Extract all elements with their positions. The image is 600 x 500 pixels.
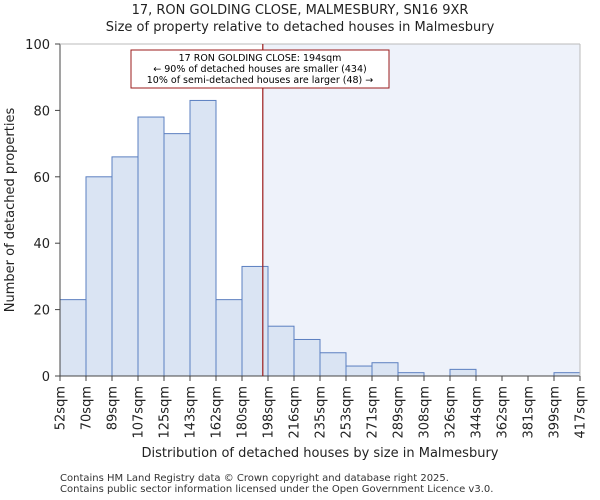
chart-subtitle: Size of property relative to detached ho… xyxy=(105,20,495,35)
annotation-box: 17 RON GOLDING CLOSE: 194sqm ← 90% of de… xyxy=(130,49,390,89)
histogram-bar xyxy=(189,99,217,377)
x-tick-label: 362sqm xyxy=(496,386,511,439)
y-tick-label: 80 xyxy=(33,104,50,119)
histogram-bar xyxy=(85,176,113,377)
y-axis-title: Number of detached properties xyxy=(3,108,18,313)
histogram-bar xyxy=(319,352,347,377)
x-tick-label: 271sqm xyxy=(366,386,381,439)
y-tick-label: 20 xyxy=(33,304,50,319)
histogram-bar xyxy=(111,156,139,377)
x-tick-label: 235sqm xyxy=(314,386,329,439)
footer-licence: Contains public sector information licen… xyxy=(60,484,494,495)
x-tick-label: 107sqm xyxy=(132,386,147,439)
y-tick-label: 40 xyxy=(33,237,50,252)
x-tick-label: 198sqm xyxy=(262,386,277,439)
y-tick-label: 60 xyxy=(33,171,50,186)
histogram-bar xyxy=(241,265,269,377)
x-tick-label: 417sqm xyxy=(574,386,589,439)
histogram-bar xyxy=(59,299,87,377)
x-tick-label: 180sqm xyxy=(236,386,251,439)
histogram-bar xyxy=(267,325,295,377)
x-tick-label: 399sqm xyxy=(548,386,563,439)
histogram-chart: 0 20 40 60 80 100 52sqm 70sqm 89sqm 107sqm 125sqm 1… xyxy=(3,38,589,461)
chart-title: 17, RON GOLDING CLOSE, MALMESBURY, SN16 … xyxy=(131,3,469,18)
histogram-bar xyxy=(163,133,191,377)
histogram-bar xyxy=(371,362,399,377)
y-tick-label: 100 xyxy=(25,38,50,53)
annotation-line-3: 10% of semi-detached houses are larger (… xyxy=(147,75,374,86)
y-tick-label: 0 xyxy=(42,370,50,385)
histogram-bar xyxy=(449,368,477,377)
x-tick-label: 70sqm xyxy=(80,386,95,430)
x-tick-label: 381sqm xyxy=(522,386,537,439)
x-tick-label: 253sqm xyxy=(340,386,355,439)
larger-region-shading xyxy=(262,44,580,376)
histogram-bar xyxy=(293,338,321,377)
x-tick-label: 162sqm xyxy=(210,386,225,439)
x-tick-label: 308sqm xyxy=(418,386,433,439)
x-axis-title: Distribution of detached houses by size … xyxy=(142,446,499,461)
histogram-bar xyxy=(215,299,243,377)
histogram-bar xyxy=(345,365,373,377)
x-tick-label: 326sqm xyxy=(444,386,459,439)
x-tick-label: 89sqm xyxy=(106,386,121,430)
annotation-frame xyxy=(130,49,390,89)
x-tick-label: 344sqm xyxy=(470,386,485,439)
x-tick-label: 289sqm xyxy=(392,386,407,439)
footer-copyright: Contains HM Land Registry data © Crown c… xyxy=(60,473,449,484)
histogram-bar xyxy=(137,116,165,377)
x-tick-label: 143sqm xyxy=(184,386,199,439)
annotation-line-2: ← 90% of detached houses are smaller (43… xyxy=(153,64,366,75)
annotation-line-1: 17 RON GOLDING CLOSE: 194sqm xyxy=(179,53,342,64)
x-tick-label: 52sqm xyxy=(54,386,69,430)
x-tick-label: 125sqm xyxy=(158,386,173,439)
x-tick-label: 216sqm xyxy=(288,386,303,439)
